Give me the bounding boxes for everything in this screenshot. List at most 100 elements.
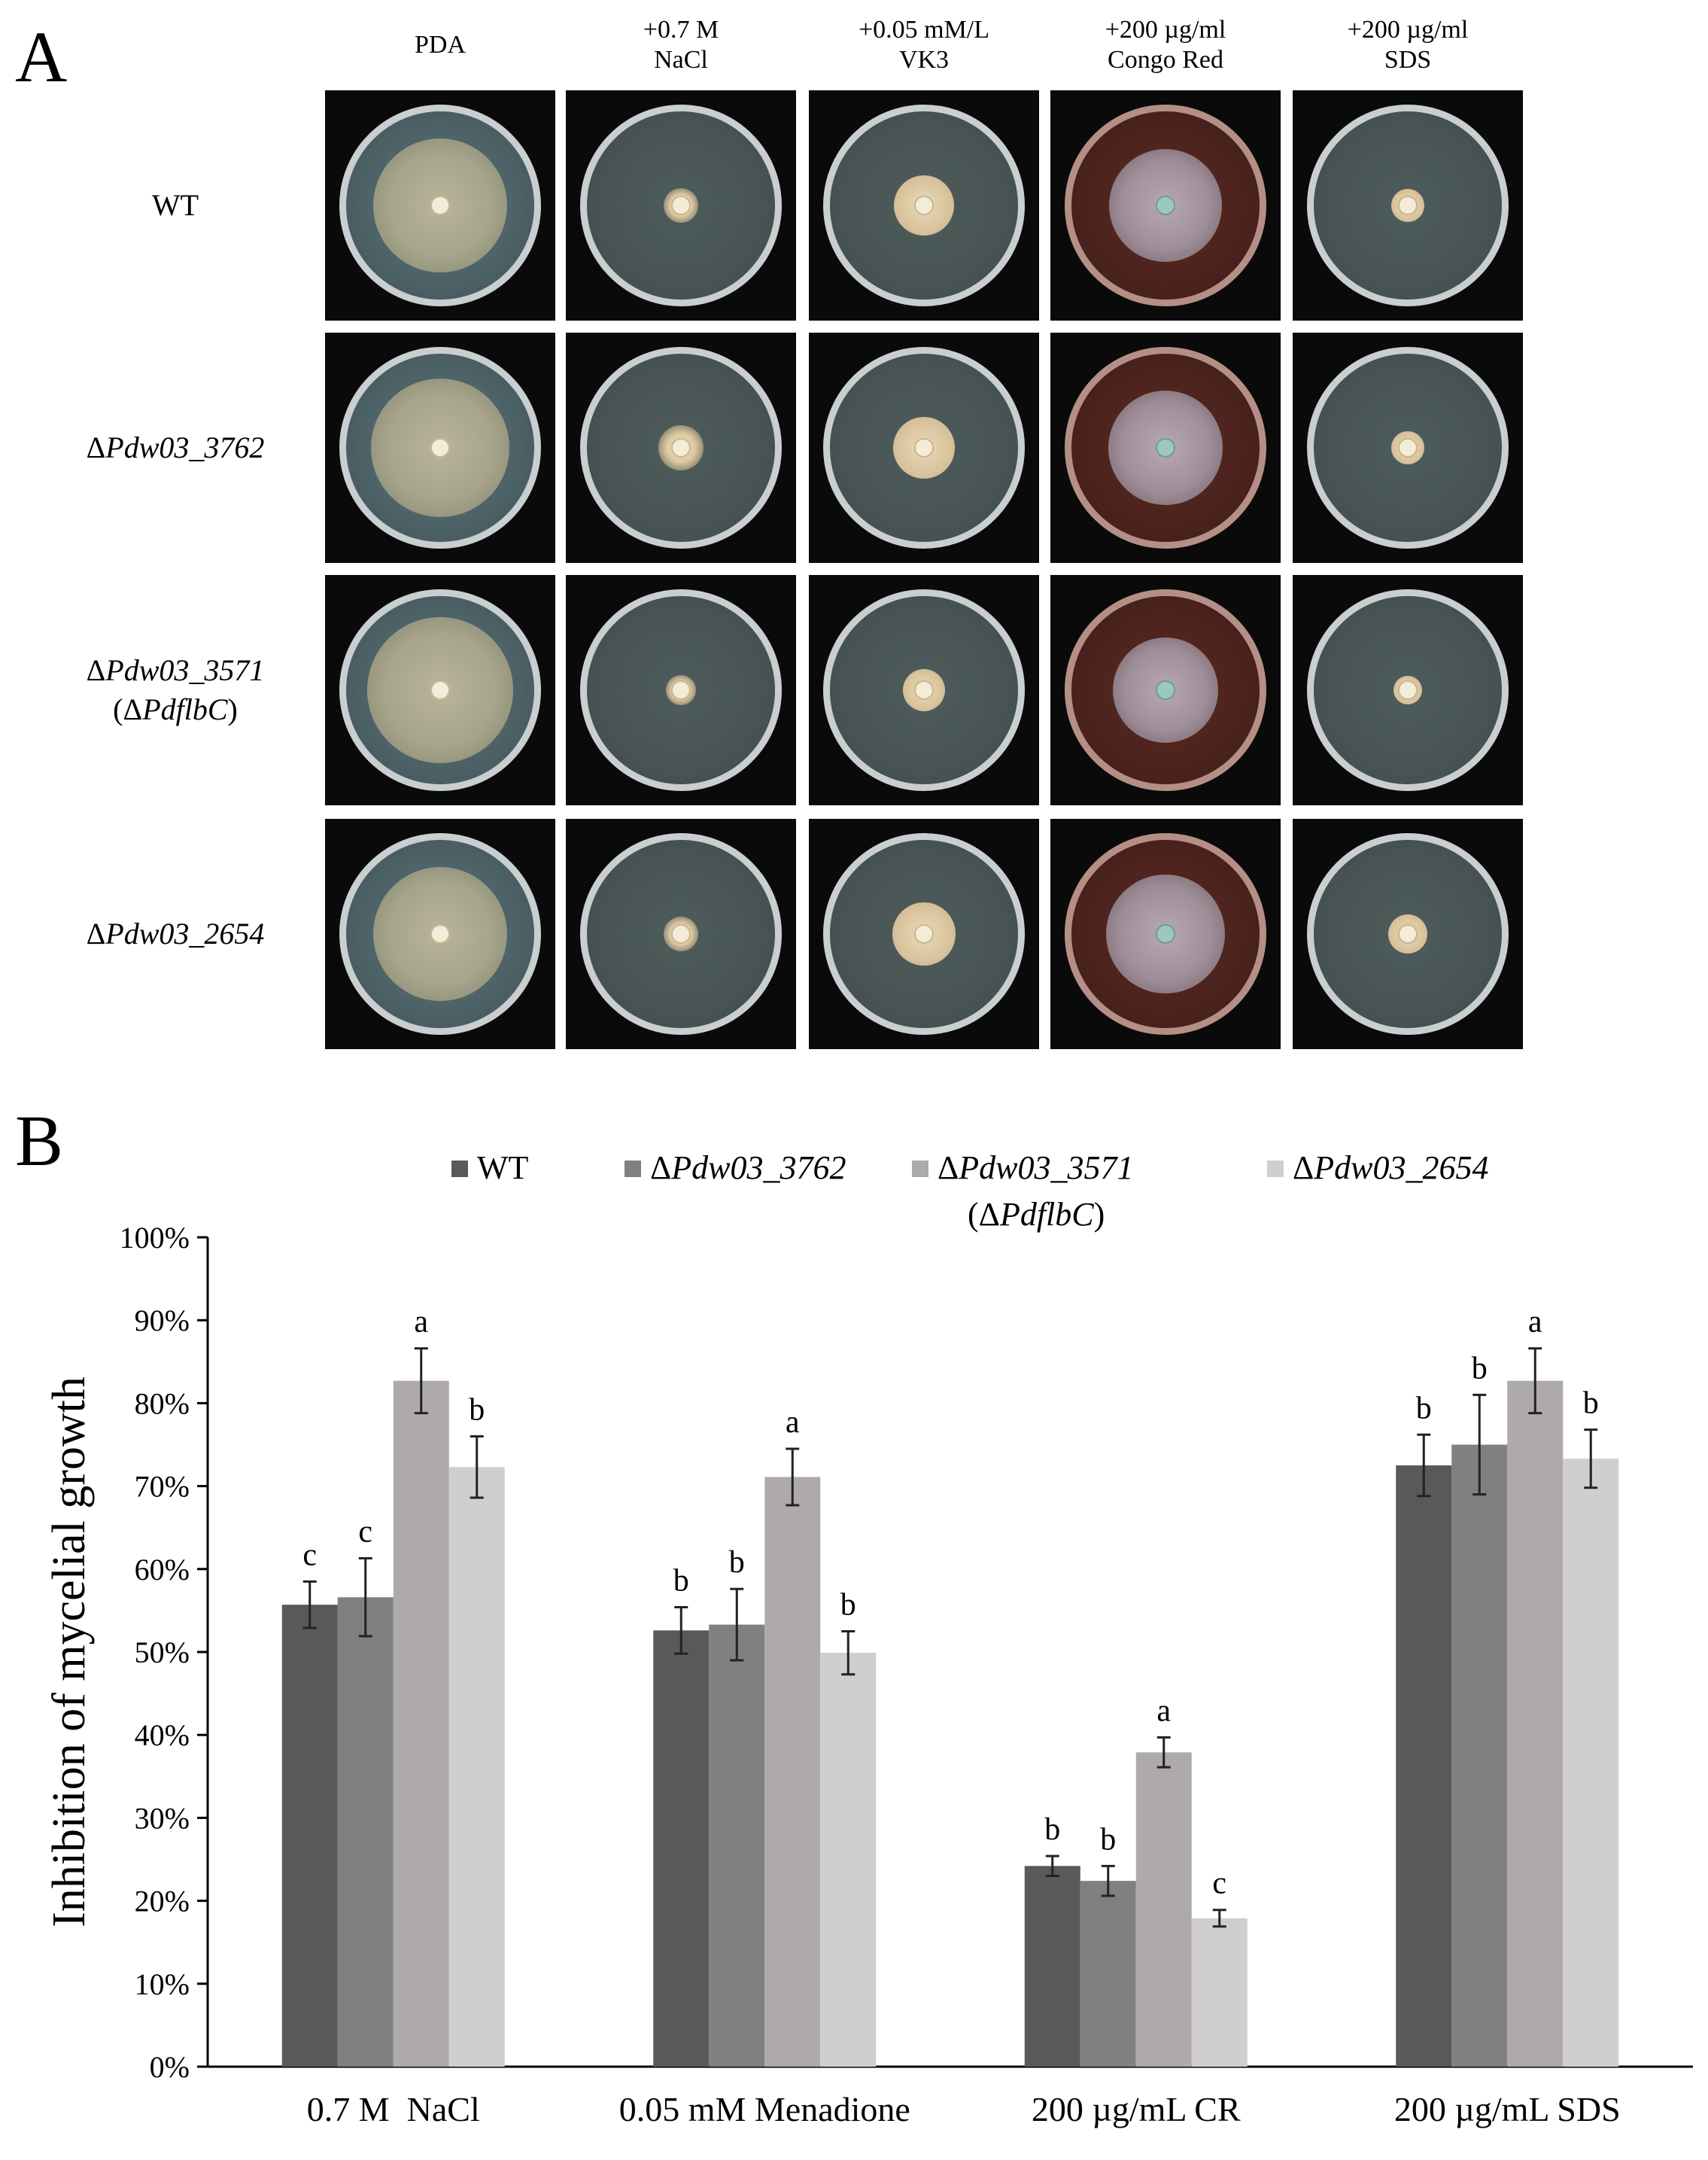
bar-1-2 <box>653 1630 710 2067</box>
row-header-2: ΔPdw03_3762 <box>36 428 315 467</box>
plate-r2-c2 <box>566 333 796 563</box>
label-italic: Pdw03_3762 <box>671 1149 846 1186</box>
y-tick-label: 50% <box>135 1635 190 1669</box>
bar-3-4 <box>1507 1380 1564 2067</box>
y-axis-title: Inhibition of mycelial growth <box>44 1377 95 1927</box>
x-category-label: 0.05 mM Menadione <box>619 2090 910 2128</box>
column-header-line2: NaCl <box>654 46 708 74</box>
petri-dish <box>1307 833 1509 1035</box>
bar-1-1 <box>281 1605 338 2067</box>
petri-dish <box>1307 347 1509 549</box>
petri-dish <box>339 105 541 306</box>
agar-plug <box>671 438 691 458</box>
label-prefix: Δ <box>86 917 106 951</box>
y-tick-label: 40% <box>135 1718 190 1752</box>
y-tick-label: 70% <box>135 1470 190 1504</box>
agar-plug <box>1398 438 1418 458</box>
plate-r3-c3 <box>809 575 1039 805</box>
label-sub-italic: PdflbC <box>142 692 228 726</box>
legend-sub-suffix: ) <box>1093 1196 1105 1233</box>
petri-dish <box>339 833 541 1035</box>
significance-label: a <box>1156 1694 1171 1729</box>
petri-dish <box>580 833 782 1035</box>
bar-4-2 <box>820 1653 877 2067</box>
plate-r1-c4 <box>1050 90 1281 321</box>
bar-2-2 <box>709 1624 765 2067</box>
agar-plug <box>1156 196 1175 215</box>
y-tick-label: 100% <box>120 1221 190 1255</box>
petri-dish <box>823 589 1025 791</box>
legend-swatch <box>451 1160 468 1177</box>
agar-plug <box>1398 680 1418 700</box>
significance-label: b <box>469 1392 485 1427</box>
agar-plug <box>1156 438 1175 458</box>
bar-1-3 <box>1024 1866 1080 2067</box>
x-category-label: 0.7 M NaCl <box>307 2090 480 2128</box>
agar-plug <box>430 924 450 944</box>
column-header-line1: PDA <box>414 31 467 59</box>
plate-r3-c2 <box>566 575 796 805</box>
plate-r4-c5 <box>1293 819 1523 1049</box>
significance-label: a <box>414 1305 428 1340</box>
label-italic: Pdw03_2654 <box>105 917 265 951</box>
label-sub-suffix: ) <box>227 692 238 726</box>
plate-r4-c2 <box>566 819 796 1049</box>
significance-label: b <box>1416 1391 1432 1425</box>
column-header-line1: +0.7 M <box>643 16 719 44</box>
plate-r3-c4 <box>1050 575 1281 805</box>
y-tick-label: 30% <box>135 1801 190 1835</box>
agar-plug <box>914 680 934 700</box>
agar-plug <box>430 680 450 700</box>
column-header-line1: +200 µg/ml <box>1347 16 1469 44</box>
petri-dish <box>1065 833 1266 1035</box>
plate-r2-c5 <box>1293 333 1523 563</box>
bar-1-4 <box>1396 1465 1452 2067</box>
legend-item-3-sub: (ΔPdflbC) <box>968 1195 1105 1234</box>
agar-plug <box>1398 924 1418 944</box>
plate-r4-c3 <box>809 819 1039 1049</box>
agar-plug <box>914 924 934 944</box>
y-tick-label: 0% <box>150 2050 190 2084</box>
plate-r1-c1 <box>325 90 555 321</box>
plate-r3-c1 <box>325 575 555 805</box>
significance-label: b <box>1472 1351 1488 1386</box>
significance-label: c <box>1212 1866 1226 1901</box>
agar-plug <box>671 924 691 944</box>
significance-label: b <box>840 1587 856 1622</box>
plate-r4-c4 <box>1050 819 1281 1049</box>
petri-dish <box>1307 105 1509 306</box>
bar-2-3 <box>1080 1881 1136 2067</box>
significance-label: b <box>1044 1812 1060 1847</box>
plate-r3-c5 <box>1293 575 1523 805</box>
row-header-3: ΔPdw03_3571 (ΔPdflbC) <box>36 651 315 729</box>
label-plain: WT <box>477 1149 529 1186</box>
legend-sub-italic: PdflbC <box>999 1196 1094 1233</box>
y-tick-label: 20% <box>135 1885 190 1918</box>
agar-plug <box>671 680 691 700</box>
legend-swatch <box>1267 1160 1284 1177</box>
agar-plug <box>671 196 691 215</box>
label-sub-prefix: (Δ <box>113 692 143 726</box>
column-header-line2: VK3 <box>898 46 950 74</box>
significance-label: c <box>358 1514 372 1549</box>
petri-dish <box>823 105 1025 306</box>
significance-label: a <box>1528 1305 1542 1340</box>
petri-dish <box>1065 347 1266 549</box>
y-tick-label: 80% <box>135 1386 190 1420</box>
petri-dish <box>1065 105 1266 306</box>
column-header-3: +0.05 mM/L VK3 <box>804 15 1044 75</box>
petri-dish <box>580 105 782 306</box>
row-header-4: ΔPdw03_2654 <box>36 914 315 954</box>
agar-plug <box>430 196 450 215</box>
x-category-label: 200 µg/mL SDS <box>1394 2090 1621 2128</box>
column-header-5: +200 µg/ml SDS <box>1287 15 1528 75</box>
bar-4-4 <box>1563 1459 1619 2067</box>
label-prefix: Δ <box>86 653 106 687</box>
label-italic: Pdw03_2654 <box>1314 1149 1489 1186</box>
panel-a-label: A <box>15 17 68 97</box>
agar-plug <box>1156 924 1175 944</box>
legend-swatch <box>912 1160 928 1177</box>
petri-dish <box>1307 589 1509 791</box>
label-prefix: Δ <box>1293 1149 1314 1186</box>
legend-item-4: ΔPdw03_2654 <box>1267 1148 1489 1188</box>
